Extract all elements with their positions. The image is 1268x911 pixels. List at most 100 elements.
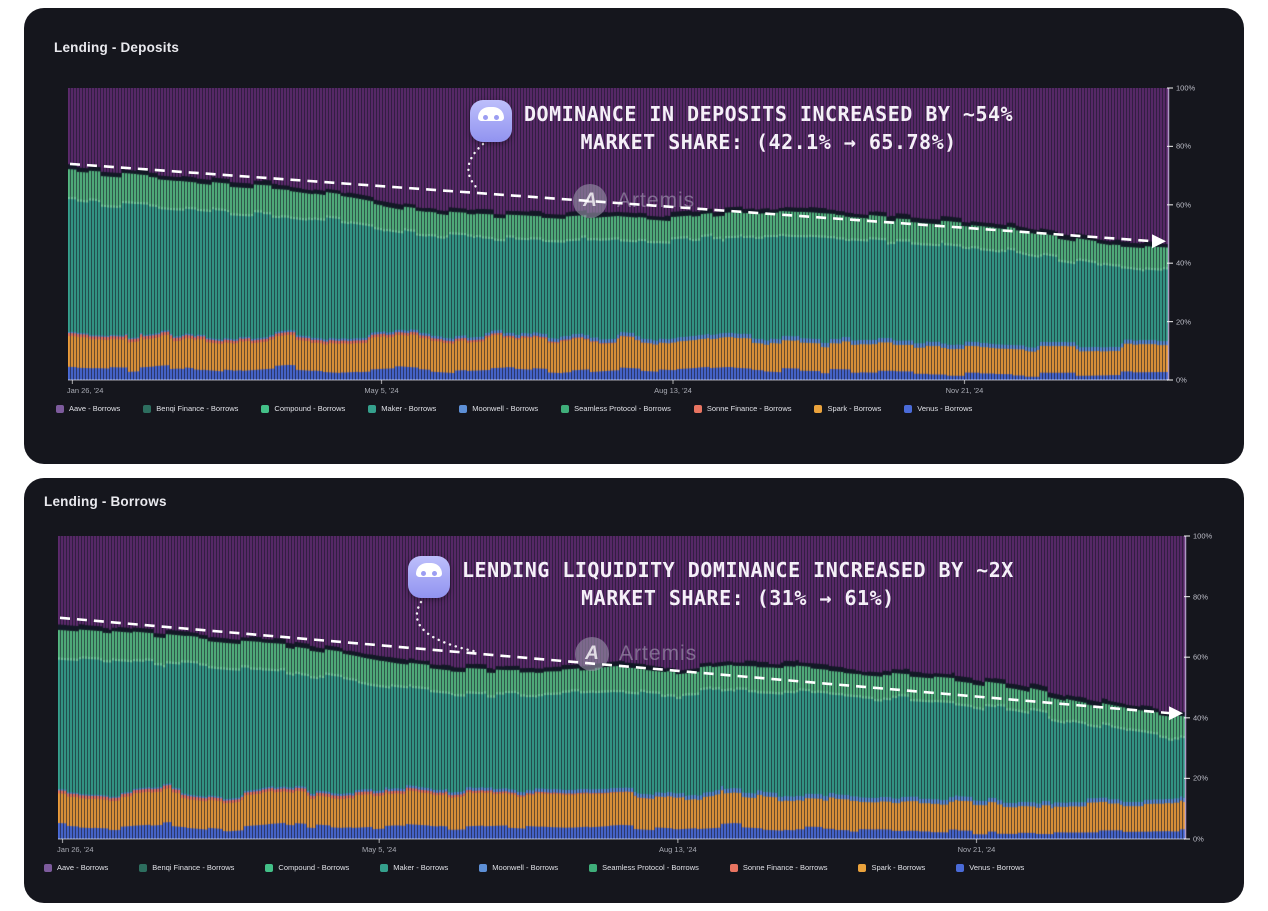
legend-borrows: Aave - Borrows Benqi Finance - Borrows Com…	[44, 863, 1024, 872]
legend-item[interactable]: Sonne Finance - Borrows	[693, 404, 792, 413]
legend-label: Sonne Finance - Borrows	[706, 404, 792, 413]
trend-dashed-line	[59, 616, 1172, 715]
morpho-dot-right	[494, 115, 499, 120]
legend-swatch	[904, 404, 913, 413]
y-axis-label: 40%	[1176, 258, 1192, 268]
legend-swatch	[261, 404, 270, 413]
legend-swatch	[589, 863, 598, 872]
trend-arrowhead-icon	[1152, 234, 1166, 249]
legend-item[interactable]: Benqi Finance - Borrows	[139, 863, 234, 872]
y-axis-label: 100%	[1193, 531, 1213, 541]
morpho-icon	[408, 556, 450, 598]
legend-item[interactable]: Maker - Borrows	[368, 404, 436, 413]
annotation-borrows: LENDING LIQUIDITY DOMINANCE INCREASED BY…	[408, 556, 1014, 612]
legend-swatch	[459, 404, 468, 413]
legend-item[interactable]: Compound - Borrows	[261, 404, 345, 413]
legend-label: Spark - Borrows	[871, 863, 926, 872]
legend-label: Aave - Borrows	[69, 404, 121, 413]
legend-item[interactable]: Seamless Protocol - Borrows	[589, 863, 699, 872]
legend-label: Benqi Finance - Borrows	[156, 404, 239, 413]
morpho-icon	[470, 100, 512, 142]
legend-label: Venus - Borrows	[969, 863, 1025, 872]
legend-label: Spark - Borrows	[827, 404, 882, 413]
legend-item[interactable]: Seamless Protocol - Borrows	[561, 404, 671, 413]
legend-label: Venus - Borrows	[917, 404, 973, 413]
annotation-line-2: MARKET SHARE: (42.1% → 65.78%)	[580, 130, 957, 154]
legend-swatch	[44, 863, 52, 872]
legend-item[interactable]: Maker - Borrows	[380, 863, 448, 872]
legend-item[interactable]: Compound - Borrows	[265, 863, 349, 872]
legend-swatch	[479, 863, 488, 872]
legend-item[interactable]: Aave - Borrows	[56, 404, 120, 413]
annotation-text: LENDING LIQUIDITY DOMINANCE INCREASED BY…	[462, 556, 1014, 612]
bars-canvas[interactable]	[68, 88, 1168, 380]
legend-label: Benqi Finance - Borrows	[152, 863, 235, 872]
legend-swatch	[139, 863, 148, 872]
morpho-dot-left	[421, 571, 426, 576]
x-axis-label: Nov 21, '24	[945, 386, 984, 395]
annotation-connector-dots	[467, 142, 485, 192]
legend-item[interactable]: Moonwell - Borrows	[459, 404, 538, 413]
y-axis-label: 20%	[1193, 773, 1209, 783]
x-axis-label: Aug 13, '24	[658, 845, 697, 854]
annotation-text: DOMINANCE IN DEPOSITS INCREASED BY ~54% …	[524, 100, 1013, 156]
legend-label: Maker - Borrows	[393, 863, 449, 872]
trend-dashed-line	[69, 162, 1155, 243]
legend-label: Seamless Protocol - Borrows	[574, 404, 671, 413]
legend-label: Moonwell - Borrows	[472, 404, 539, 413]
x-axis-label: May 5, '24	[364, 386, 399, 395]
y-axis-label: 0%	[1176, 375, 1187, 385]
chart-title-borrows: Lending - Borrows	[44, 494, 167, 509]
legend-swatch	[56, 404, 64, 413]
legend-item[interactable]: Benqi Finance - Borrows	[143, 404, 238, 413]
trend-overlay	[68, 87, 1173, 384]
morpho-dot-right	[432, 571, 437, 576]
trend-arrowhead-icon	[1169, 706, 1183, 721]
legend-item[interactable]: Sonne Finance - Borrows	[729, 863, 827, 872]
legend-label: Aave - Borrows	[57, 863, 109, 872]
legend-swatch	[858, 863, 867, 872]
legend-item[interactable]: Spark - Borrows	[858, 863, 925, 872]
y-axis-label: 20%	[1176, 317, 1192, 327]
legend-swatch	[729, 863, 738, 872]
legend-swatch	[368, 404, 377, 413]
y-axis-label: 0%	[1193, 834, 1204, 844]
x-axis-label: May 5, '24	[362, 845, 397, 854]
y-axis-label: 60%	[1193, 652, 1209, 662]
legend-swatch	[561, 404, 570, 413]
legend-label: Maker - Borrows	[381, 404, 437, 413]
annotation-line-2: MARKET SHARE: (31% → 61%)	[581, 586, 895, 610]
y-axis-label: 80%	[1176, 141, 1192, 151]
legend-swatch	[814, 404, 823, 413]
legend-deposits: Aave - Borrows Benqi Finance - Borrows Com…	[56, 404, 972, 413]
legend-item[interactable]: Spark - Borrows	[814, 404, 881, 413]
x-axis-label: Jan 26, '24	[66, 386, 104, 395]
y-axis-label: 40%	[1193, 713, 1209, 723]
morpho-dot-left	[483, 115, 488, 120]
legend-swatch	[956, 863, 965, 872]
x-axis-label: Aug 13, '24	[654, 386, 692, 395]
borrows-card: Lending - Borrows A Artemis 100% 80% 60% 40…	[24, 478, 1244, 903]
bars-canvas[interactable]	[58, 536, 1185, 839]
annotation-line-1: LENDING LIQUIDITY DOMINANCE INCREASED BY…	[462, 558, 1014, 582]
trend-overlay	[58, 535, 1190, 843]
legend-swatch	[265, 863, 274, 872]
chart-title-deposits: Lending - Deposits	[54, 40, 180, 55]
legend-swatch	[693, 404, 702, 413]
legend-item[interactable]: Aave - Borrows	[44, 863, 108, 872]
legend-swatch	[143, 404, 152, 413]
morpho-dome-shape	[416, 563, 442, 577]
legend-label: Compound - Borrows	[278, 863, 350, 872]
legend-item[interactable]: Venus - Borrows	[956, 863, 1024, 872]
legend-item[interactable]: Moonwell - Borrows	[479, 863, 558, 872]
x-axis-label: Nov 21, '24	[957, 845, 996, 854]
morpho-dome-shape	[478, 107, 504, 121]
legend-label: Moonwell - Borrows	[492, 863, 559, 872]
annotation-line-1: DOMINANCE IN DEPOSITS INCREASED BY ~54%	[524, 102, 1014, 126]
legend-item[interactable]: Venus - Borrows	[904, 404, 972, 413]
y-axis-label: 100%	[1176, 83, 1196, 93]
deposits-card: Lending - Deposits A Artemis 100% 80% 60% 4…	[24, 8, 1244, 464]
annotation-deposits: DOMINANCE IN DEPOSITS INCREASED BY ~54% …	[470, 100, 1013, 156]
plot-area-deposits: A Artemis 100% 80% 60% 40% 20% 0% Jan 26, '24 M…	[67, 84, 1195, 396]
